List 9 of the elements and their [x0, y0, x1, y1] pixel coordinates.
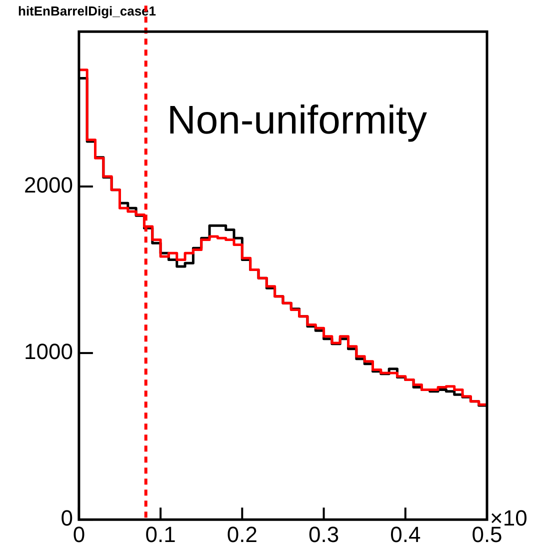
x-tick-label: 0.3 [308, 522, 340, 547]
x-tick-label: 0.2 [226, 522, 258, 547]
x-tick-label: 0.4 [390, 522, 421, 547]
chart-title: hitEnBarrelDigi_case1 [18, 3, 156, 18]
y-tick-label: 2000 [24, 172, 73, 198]
annotation: Non-uniformity [166, 98, 428, 143]
x-tick-label: 0.1 [145, 522, 176, 547]
y-tick-label: 0 [60, 506, 73, 531]
y-tick-label: 1000 [24, 339, 73, 364]
